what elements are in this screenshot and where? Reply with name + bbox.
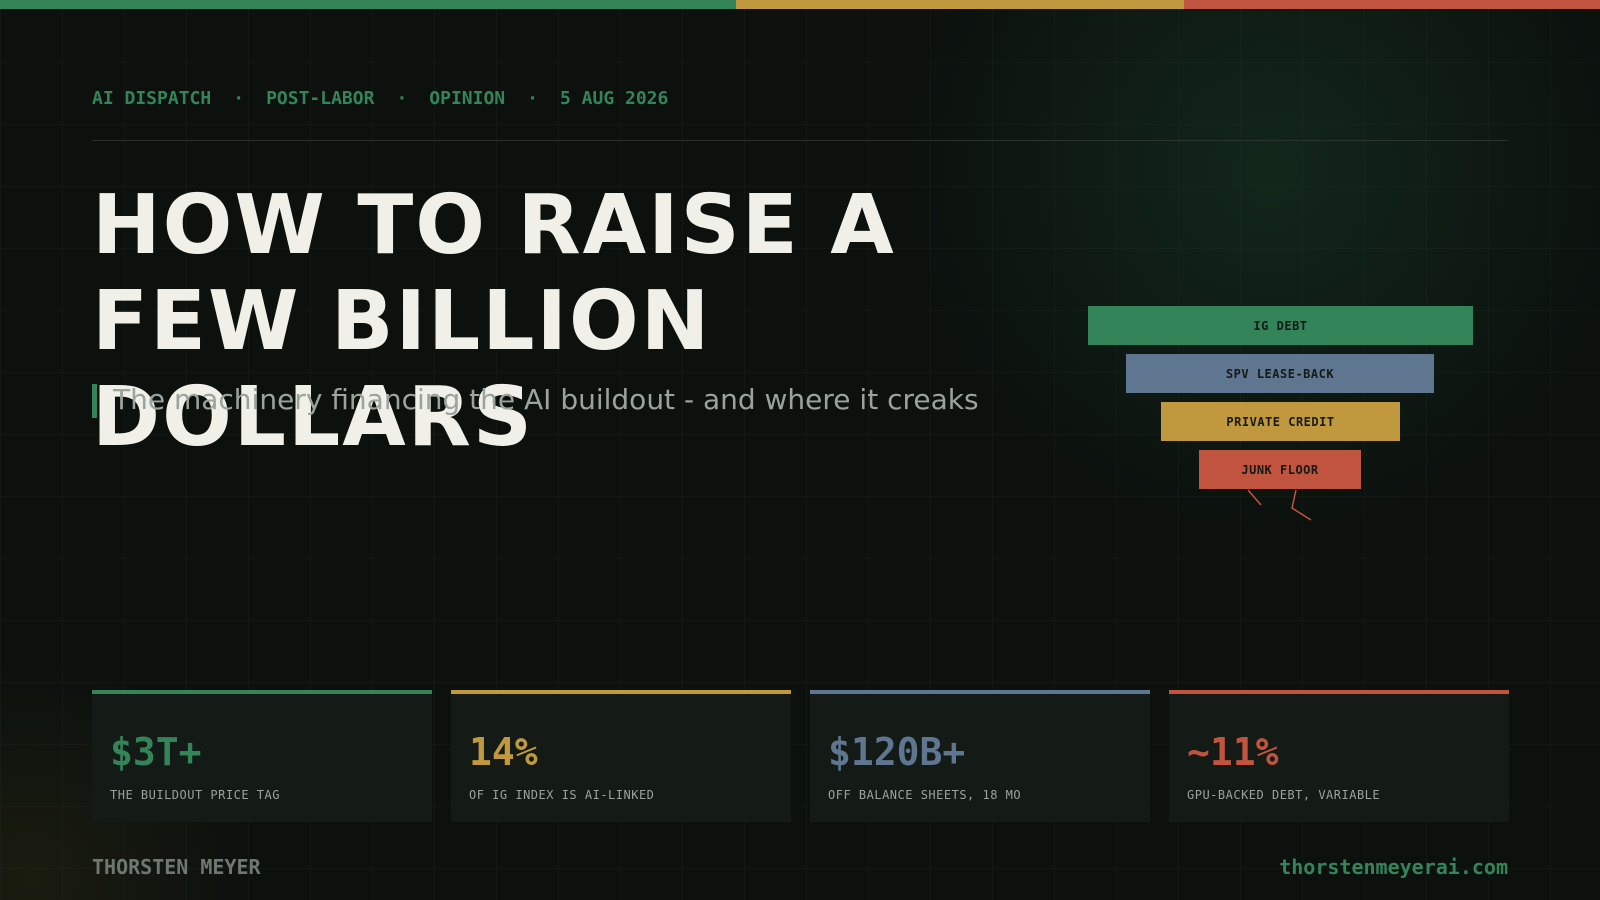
top-bar-green [0, 0, 736, 9]
stat-card: ~11% GPU-BACKED DEBT, VARIABLE [1169, 690, 1509, 822]
cracks [1247, 489, 1312, 521]
stack-layer: SPV LEASE-BACK [1126, 354, 1434, 393]
divider [92, 140, 1508, 141]
stat-card: $120B+ OFF BALANCE SHEETS, 18 MO [810, 690, 1150, 822]
stack-layer: PRIVATE CREDIT [1161, 402, 1400, 441]
top-bar-gold [736, 0, 1184, 9]
stat-label: THE BUILDOUT PRICE TAG [110, 788, 280, 802]
kicker-separator: · [396, 88, 408, 109]
kicker-item: OPINION [429, 88, 506, 109]
stat-value: ~11% [1187, 730, 1279, 774]
subtitle: The machinery financing the AI buildout … [92, 384, 979, 418]
kicker-item: POST-LABOR [266, 88, 375, 109]
crack [1247, 489, 1262, 506]
stat-card: 14% OF IG INDEX IS AI-LINKED [451, 690, 791, 822]
site-link[interactable]: thorstenmeyerai.com [1279, 855, 1508, 879]
kicker-item: 5 AUG 2026 [559, 88, 669, 109]
headline: HOW TO RAISE A FEW BILLION DOLLARS [92, 178, 896, 465]
kicker: AI DISPATCH · POST-LABOR · OPINION · 5 AUG 202… [92, 88, 668, 109]
stat-value: $120B+ [828, 730, 966, 774]
kicker-separator: · [527, 88, 538, 109]
stat-label: GPU-BACKED DEBT, VARIABLE [1187, 788, 1381, 802]
top-bar-red [1184, 0, 1600, 9]
stat-card: $3T+ THE BUILDOUT PRICE TAG [92, 690, 432, 822]
stat-label: OFF BALANCE SHEETS, 18 MO [828, 788, 1022, 802]
crack [1291, 489, 1312, 521]
stack-layer: JUNK FLOOR [1199, 450, 1361, 489]
author: THORSTEN MEYER [92, 855, 261, 879]
stat-label: OF IG INDEX IS AI-LINKED [469, 788, 655, 802]
kicker-item: AI DISPATCH [92, 88, 212, 109]
stat-value: 14% [469, 730, 538, 774]
stat-value: $3T+ [110, 730, 202, 774]
stack-layer: IG DEBT [1088, 306, 1473, 345]
kicker-separator: · [233, 88, 245, 109]
